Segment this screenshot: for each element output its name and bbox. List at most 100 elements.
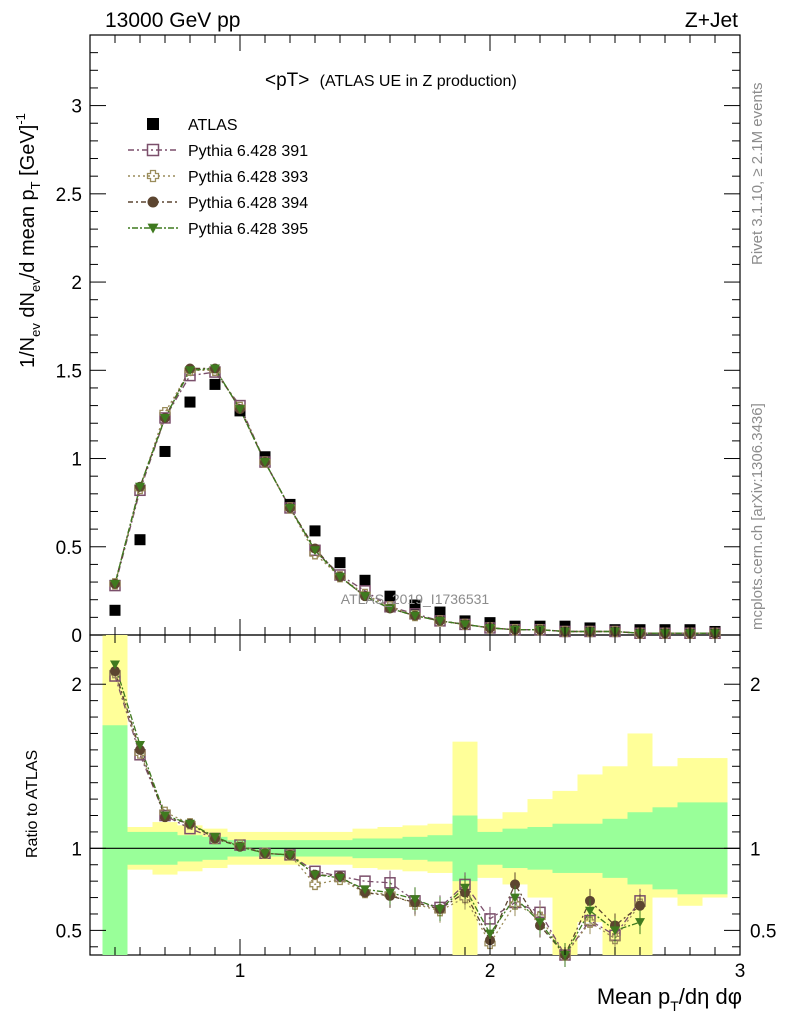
legend-marker bbox=[146, 169, 160, 183]
legend-marker bbox=[147, 223, 159, 234]
ratio-y-tick-label: 0.5 bbox=[56, 921, 82, 942]
data-point bbox=[160, 413, 170, 423]
data-point bbox=[209, 378, 221, 390]
ratio-point bbox=[510, 879, 520, 890]
legend-label: Pythia 6.428 393 bbox=[188, 169, 308, 186]
ratio-y-tick-label-right: 2 bbox=[750, 675, 761, 696]
data-point bbox=[309, 525, 321, 537]
ratio-point bbox=[310, 870, 320, 880]
x-tick-label: 1 bbox=[235, 961, 246, 982]
ratio-line bbox=[114, 672, 641, 957]
ratio-point bbox=[309, 878, 321, 891]
data-point bbox=[285, 503, 295, 513]
ratio-point bbox=[335, 873, 345, 883]
ratio-point bbox=[110, 666, 120, 677]
axis-tick-labels: 1 2 300.511.522.530.5 0.51 12 2 bbox=[56, 97, 777, 982]
ratio-point bbox=[510, 893, 520, 903]
plot-title-main: <pT> bbox=[265, 70, 309, 91]
mcplots-label: mcplots.cern.ch [arXiv:1306.3436] bbox=[749, 403, 766, 630]
x-tick-label: 2 bbox=[485, 961, 496, 982]
data-point bbox=[185, 366, 195, 376]
data-point bbox=[159, 445, 171, 457]
data-point bbox=[110, 579, 120, 589]
ratio-y-tick-label-right: 0.5 bbox=[750, 921, 776, 942]
data-point bbox=[109, 604, 121, 616]
legend: ATLAS Pythia 6.428 391 Pythia 6.428 393 Pyt… bbox=[128, 117, 308, 238]
ratio-point bbox=[135, 740, 145, 750]
legend-label: Pythia 6.428 391 bbox=[188, 143, 308, 160]
legend-marker bbox=[146, 143, 160, 157]
y-axis-title-ratio: Ratio to ATLAS bbox=[24, 750, 41, 858]
data-point bbox=[134, 534, 146, 546]
data-point bbox=[260, 458, 270, 468]
data-point bbox=[210, 364, 220, 374]
data-point bbox=[335, 572, 345, 582]
axis-ticks bbox=[90, 34, 740, 955]
header-left: 13000 GeV pp bbox=[105, 9, 240, 32]
ratio-line bbox=[114, 664, 641, 957]
header-right: Z+Jet bbox=[685, 9, 738, 32]
ratio-point bbox=[185, 819, 195, 829]
plot-title: <pT> (ATLAS UE in Z production) bbox=[265, 70, 517, 91]
ratio-y-tick-label: 1 bbox=[71, 839, 82, 860]
y-axis-title-main: 1/Nev dNev/d mean pT [GeV]-1 bbox=[13, 113, 43, 368]
ratio-point bbox=[210, 832, 220, 842]
ratio-lines bbox=[114, 664, 641, 957]
data-point bbox=[334, 557, 346, 569]
ratio-point bbox=[635, 900, 645, 911]
ratio-y-tick-label-right: 1 bbox=[750, 839, 761, 860]
data-point bbox=[435, 616, 445, 626]
y-tick-label: 2 bbox=[71, 273, 82, 294]
data-point bbox=[385, 604, 395, 614]
ratio-point bbox=[110, 660, 120, 670]
ratio-point bbox=[584, 916, 596, 928]
ratio-line bbox=[114, 675, 641, 957]
ratio-line bbox=[114, 670, 641, 957]
y-tick-label: 0.5 bbox=[56, 538, 82, 559]
ratio-point bbox=[385, 888, 395, 898]
data-point bbox=[384, 590, 396, 602]
ratio-y-tick-label: 2 bbox=[71, 675, 82, 696]
plot-title-sub: (ATLAS UE in Z production) bbox=[320, 73, 517, 90]
ratio-point bbox=[160, 811, 170, 821]
rivet-label: Rivet 3.1.10, ≥ 2.1M events bbox=[749, 83, 766, 266]
ratio-point bbox=[485, 929, 495, 939]
ratio-point bbox=[610, 926, 620, 936]
ratio-point bbox=[435, 905, 445, 915]
y-tick-label: 0 bbox=[71, 626, 82, 647]
data-point bbox=[410, 611, 420, 621]
ratio-point bbox=[360, 885, 370, 895]
ratio-point bbox=[635, 918, 645, 928]
legend-label: Pythia 6.428 394 bbox=[188, 195, 308, 212]
data-point bbox=[359, 574, 371, 586]
ratio-point bbox=[235, 842, 245, 852]
band-1sigma-bin bbox=[102, 725, 128, 955]
data-point bbox=[360, 592, 370, 602]
ratio-point bbox=[535, 918, 545, 928]
legend-label: Pythia 6.428 395 bbox=[188, 221, 308, 238]
analysis-watermark: ATLAS_2019_I1736531 bbox=[341, 591, 490, 607]
legend-marker bbox=[147, 118, 159, 130]
ratio-point bbox=[460, 883, 470, 893]
data-point bbox=[460, 620, 470, 630]
y-tick-label: 3 bbox=[71, 97, 82, 118]
ratio-point bbox=[585, 906, 595, 916]
ratio-point bbox=[260, 849, 270, 859]
ratio-point bbox=[285, 850, 295, 860]
legend-label: ATLAS bbox=[188, 117, 238, 134]
data-point bbox=[235, 405, 245, 415]
x-axis-title: Mean pT/dη dφ bbox=[597, 984, 742, 1014]
y-tick-label: 2.5 bbox=[56, 185, 82, 206]
ratio-point bbox=[509, 898, 521, 910]
x-tick-label: 3 bbox=[735, 961, 746, 982]
ratio-point bbox=[609, 932, 621, 945]
y-tick-label: 1.5 bbox=[56, 361, 82, 382]
ratio-point bbox=[410, 895, 420, 905]
data-point bbox=[310, 546, 320, 556]
legend-marker bbox=[147, 196, 159, 208]
y-tick-label: 1 bbox=[71, 450, 82, 471]
data-point bbox=[409, 599, 421, 611]
data-point bbox=[434, 606, 446, 618]
ratio-point bbox=[560, 951, 570, 960]
